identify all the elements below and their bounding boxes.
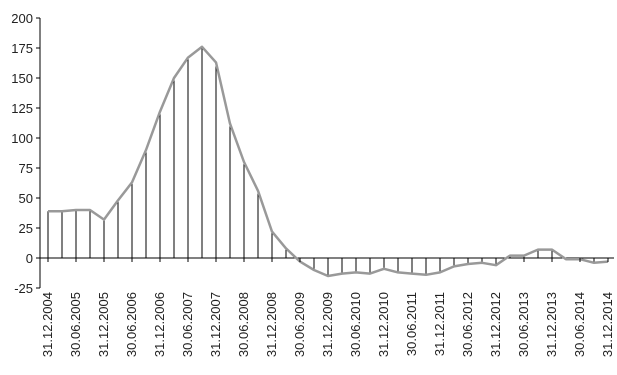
y-tick-label: 150: [11, 71, 33, 86]
y-tick-label: 200: [11, 11, 33, 26]
y-tick-label: 25: [19, 221, 33, 236]
x-tick-label: 30.06.2010: [348, 292, 363, 357]
x-tick-label: 31.12.2009: [320, 292, 335, 357]
y-tick-label: 175: [11, 41, 33, 56]
x-tick-label: 31.12.2008: [264, 292, 279, 357]
x-tick-label: 31.12.2012: [488, 292, 503, 357]
y-tick-label: 125: [11, 101, 33, 116]
x-tick-label: 30.06.2007: [180, 292, 195, 357]
x-tick-label: 31.12.2011: [432, 292, 447, 356]
x-tick-label: 31.12.2005: [96, 292, 111, 357]
x-tick-label: 30.06.2005: [68, 292, 83, 357]
x-tick-label: 31.12.2006: [152, 292, 167, 357]
x-tick-label: 31.12.2013: [544, 292, 559, 357]
x-tick-label: 30.06.2014: [572, 292, 587, 357]
y-tick-label: 0: [26, 251, 33, 266]
x-tick-label: 30.06.2012: [460, 292, 475, 357]
x-tick-label: 30.06.2013: [516, 292, 531, 357]
y-tick-label: 75: [19, 161, 33, 176]
data-line: [48, 45, 609, 278]
y-tick-label: -25: [14, 281, 33, 296]
x-tick-label: 31.12.2007: [208, 292, 223, 357]
x-tick-label: 30.06.2009: [292, 292, 307, 357]
x-tick-label: 31.12.2004: [40, 292, 55, 357]
x-tick-label: 31.12.2010: [376, 292, 391, 357]
y-tick-label: 50: [19, 191, 33, 206]
x-tick-label: 31.12.2014: [600, 292, 615, 357]
x-tick-label: 30.06.2008: [236, 292, 251, 357]
x-tick-label: 30.06.2006: [124, 292, 139, 357]
y-tick-label: 100: [11, 131, 33, 146]
x-tick-label: 30.06.2011: [404, 292, 419, 356]
